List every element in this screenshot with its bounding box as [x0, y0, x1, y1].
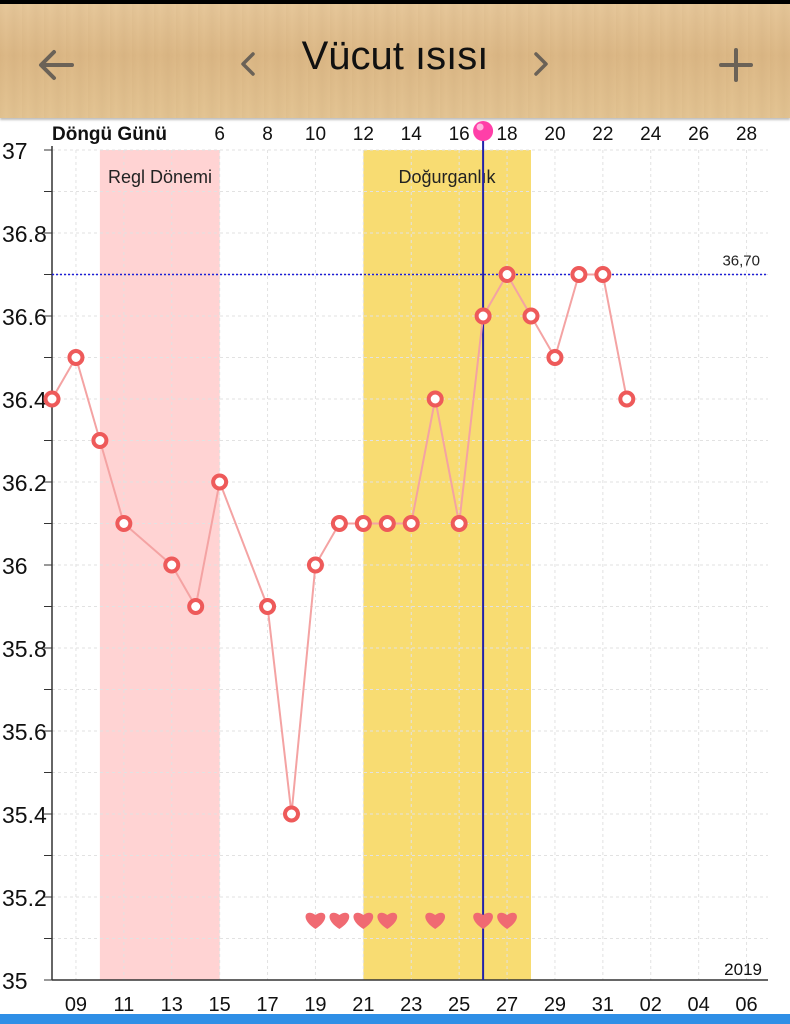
temperature-point	[283, 805, 300, 823]
temperature-point	[594, 266, 612, 283]
temperature-point	[618, 390, 636, 408]
date-tick-label: 02	[640, 994, 662, 1014]
temperature-point	[402, 515, 420, 532]
temperature-point	[378, 515, 396, 532]
current-day-dot	[473, 121, 494, 141]
temperature-point	[163, 556, 181, 574]
cycle-day-tick-label: 8	[262, 124, 273, 145]
top-bar: Vücut ısısı	[0, 0, 790, 118]
date-tick-label: 19	[304, 994, 326, 1014]
temperature-point	[474, 307, 492, 325]
date-tick-label: 21	[352, 994, 374, 1014]
next-chart-button[interactable]	[525, 44, 557, 84]
temperature-point	[187, 598, 205, 615]
date-tick-label: 29	[544, 994, 566, 1014]
back-button[interactable]	[30, 39, 82, 91]
period-region-label: Regl Dönemi	[108, 167, 212, 187]
y-tick-label: 35.4	[2, 802, 47, 828]
y-tick-label: 36.2	[2, 470, 47, 496]
year-label: 2019	[724, 960, 762, 979]
cycle-day-tick-label: 26	[688, 124, 709, 145]
date-tick-label: 27	[496, 994, 518, 1014]
temperature-chart[interactable]: 37 36.8 36.6 36.4 36.2 36 35.8 35.6 35.4 35.2 35 Re…	[0, 118, 790, 1014]
heart-icon	[353, 912, 374, 929]
page-title: Vücut ısısı	[301, 34, 489, 78]
temperature-point	[306, 556, 324, 574]
cycle-day-tick-label: 22	[592, 124, 613, 145]
cycle-day-tick-label: 6	[214, 124, 225, 145]
temperature-point	[546, 349, 564, 366]
cycle-day-tick-label: 20	[544, 124, 565, 145]
heart-icon	[473, 912, 493, 929]
heart-icon	[425, 912, 446, 929]
arrow-left-icon	[39, 50, 74, 80]
y-tick-label: 36.6	[2, 304, 47, 330]
date-tick-label: 25	[448, 994, 470, 1014]
heart-icon	[305, 912, 326, 929]
plus-icon	[719, 48, 753, 82]
temperature-point	[330, 515, 348, 532]
bottom-nav-strip	[0, 1014, 790, 1024]
y-tick-label: 35.6	[2, 719, 47, 745]
temperature-point	[115, 515, 133, 532]
date-tick-label: 11	[113, 994, 134, 1014]
cycle-day-tick-label: 18	[496, 124, 517, 145]
temperature-point	[426, 390, 444, 408]
cycle-day-tick-label: 16	[449, 124, 470, 145]
date-tick-label: 31	[592, 994, 614, 1014]
cycle-day-tick-label: 28	[736, 124, 757, 145]
temperature-point	[354, 515, 372, 532]
temperature-point	[498, 266, 516, 283]
cycle-day-axis-title: Döngü Günü	[52, 124, 167, 145]
heart-icon	[329, 912, 350, 929]
temperature-point	[67, 349, 85, 366]
temperature-point	[570, 266, 588, 283]
cycle-day-tick-label: 12	[353, 124, 374, 145]
y-tick-label: 37	[2, 138, 28, 164]
heart-icon	[497, 912, 517, 929]
date-tick-label: 09	[65, 994, 87, 1014]
y-tick-label: 36.8	[2, 221, 47, 247]
date-tick-label: 17	[256, 994, 278, 1014]
temperature-point	[259, 598, 277, 615]
temperature-point	[43, 390, 61, 408]
add-entry-button[interactable]	[710, 39, 762, 91]
y-tick-label: 35.8	[2, 636, 47, 662]
date-tick-label: 15	[209, 994, 231, 1014]
heart-icon	[377, 912, 398, 929]
temperature-point	[522, 307, 540, 325]
y-tick-label: 36	[2, 553, 28, 579]
y-tick-label: 35.2	[2, 885, 47, 911]
fertility-region-label: Doğurganlık	[398, 167, 496, 187]
chevron-left-icon	[241, 52, 255, 76]
date-tick-label: 23	[400, 994, 422, 1014]
cycle-day-tick-label: 14	[401, 124, 423, 145]
wood-texture	[0, 4, 790, 118]
chevron-right-icon	[534, 52, 548, 76]
date-tick-label: 04	[688, 994, 710, 1014]
temperature-point	[450, 515, 468, 532]
current-day-dot-highlight	[476, 123, 484, 131]
date-tick-label: 06	[735, 994, 757, 1014]
date-tick-label: 13	[161, 994, 183, 1014]
y-tick-label: 36.4	[2, 387, 47, 413]
cycle-day-tick-label: 24	[640, 124, 662, 145]
temperature-point	[91, 432, 109, 449]
y-tick-label: 35	[2, 968, 28, 994]
cycle-day-tick-label: 10	[305, 124, 326, 145]
previous-chart-button[interactable]	[232, 44, 264, 84]
temperature-point	[211, 473, 229, 491]
threshold-label: 36,70	[722, 253, 760, 270]
